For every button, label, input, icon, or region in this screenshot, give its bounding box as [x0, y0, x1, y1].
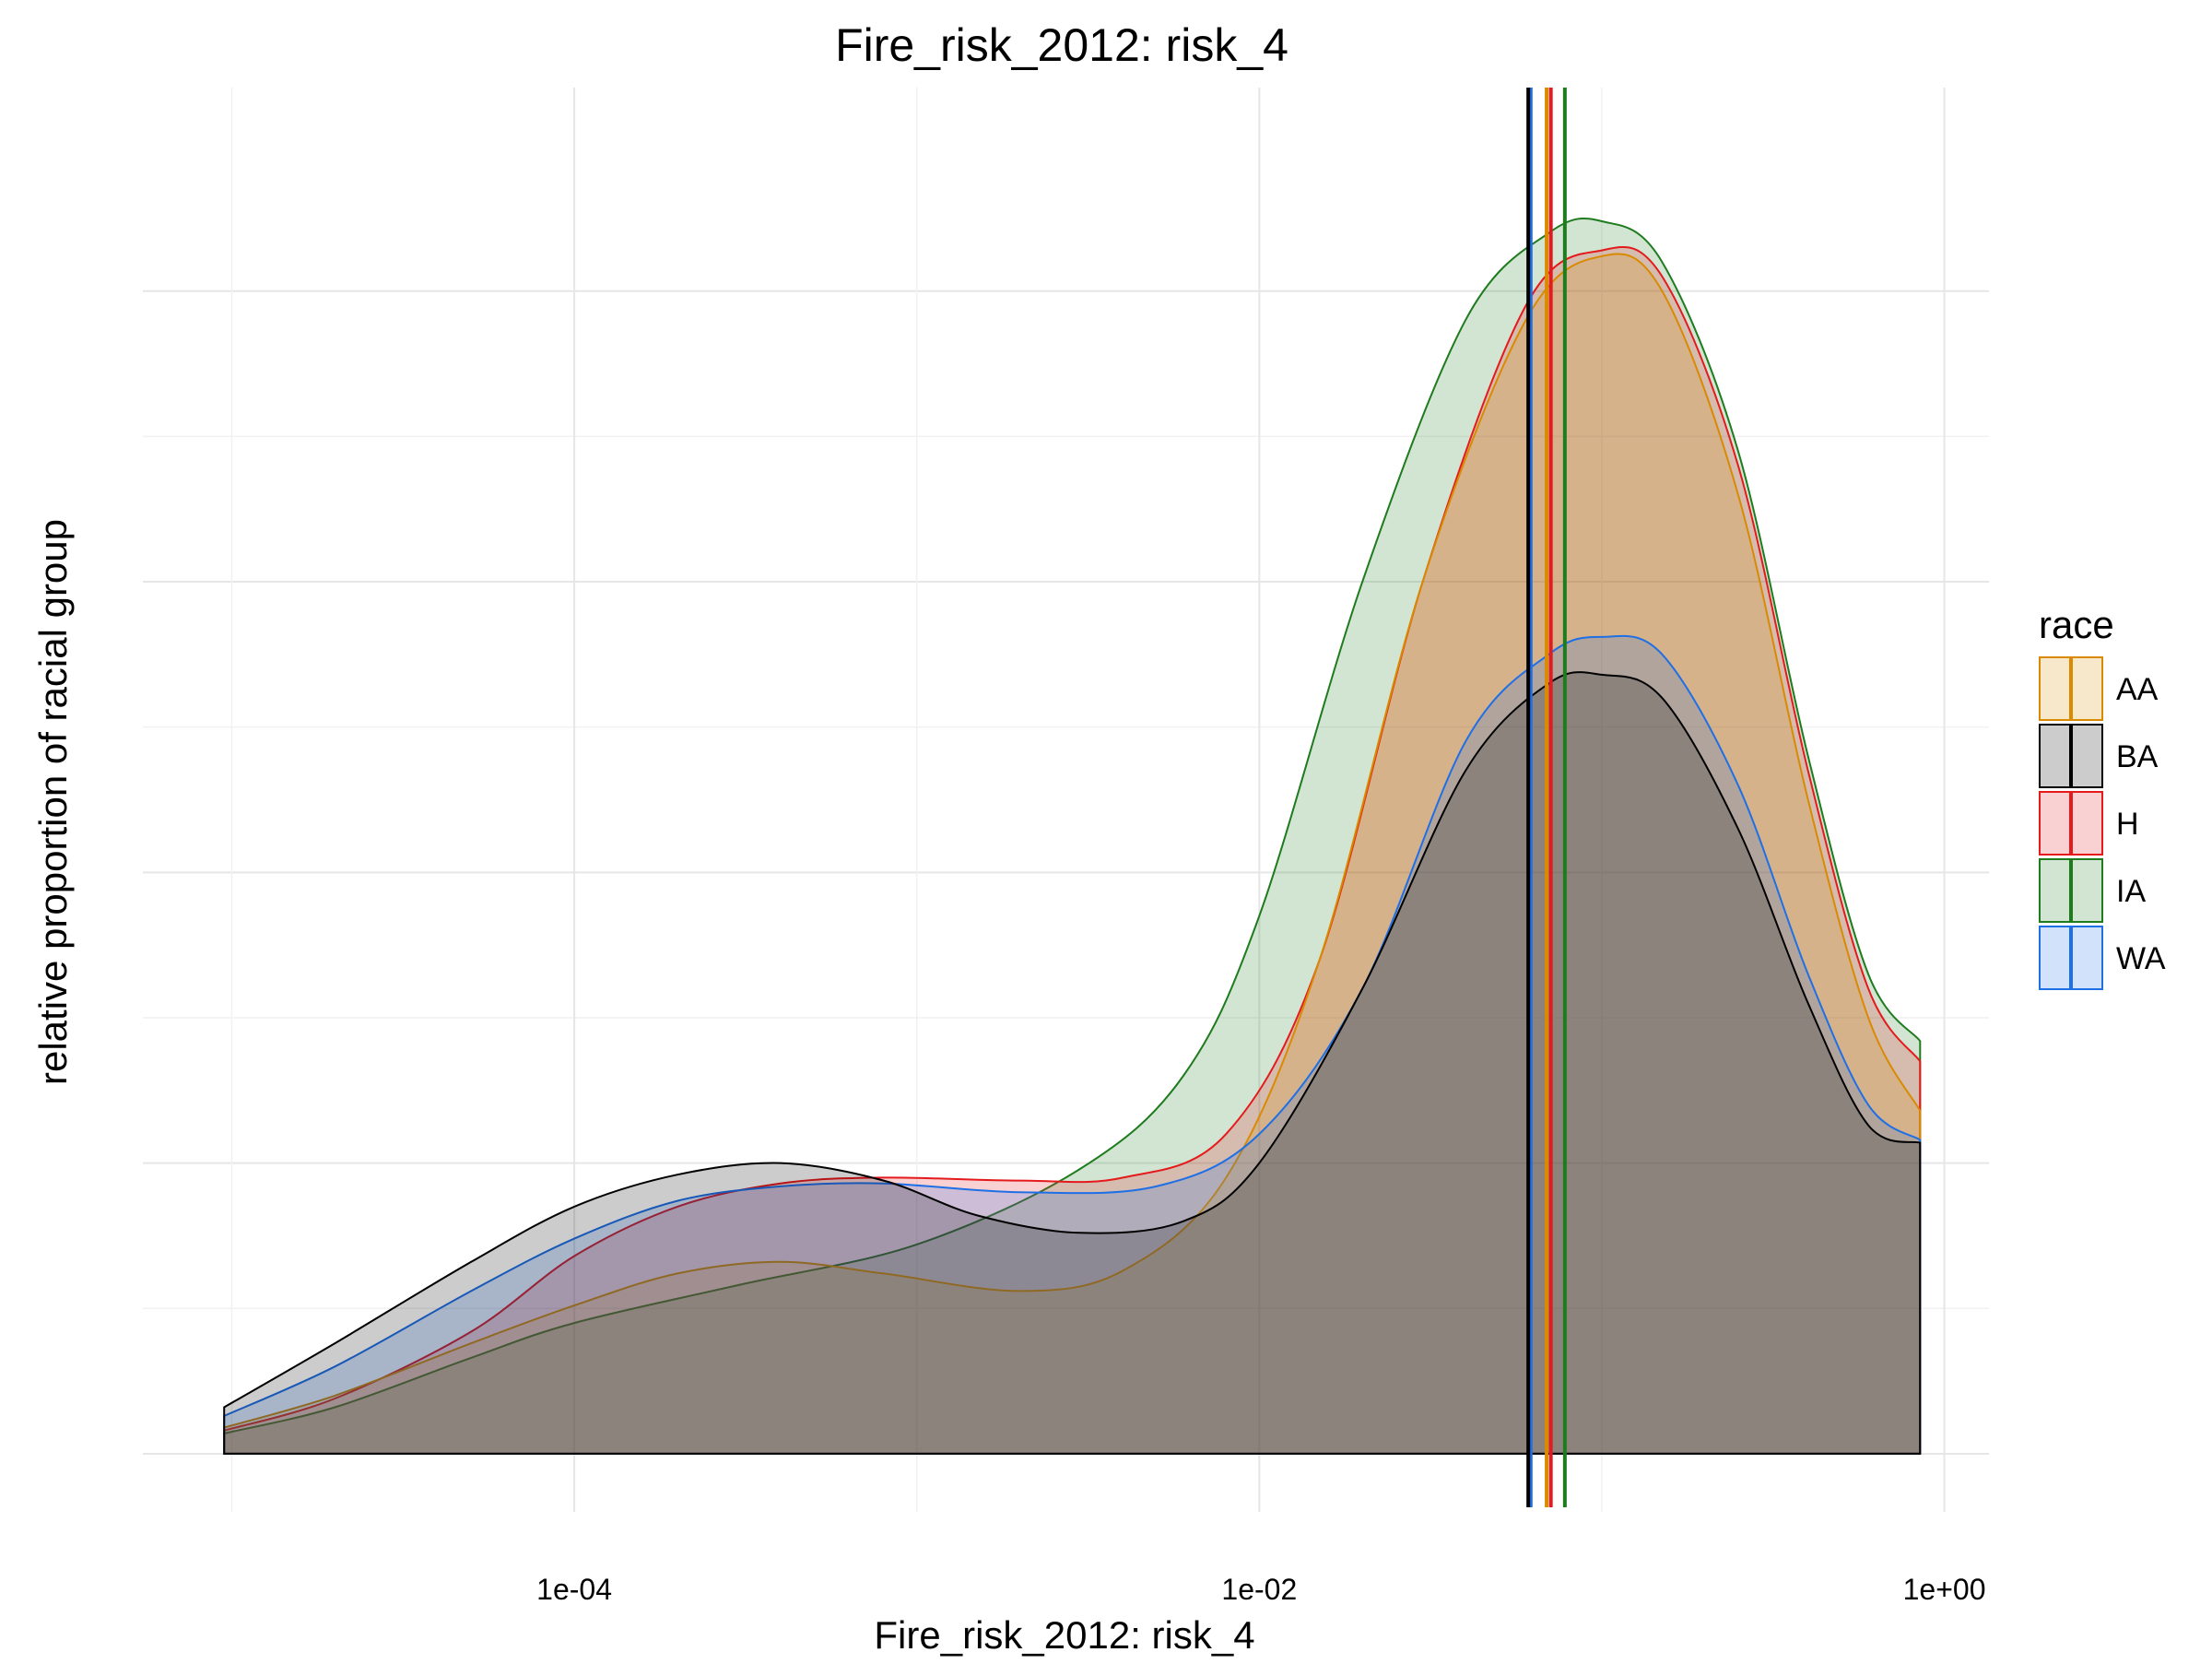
density-area-aa: [223, 253, 1922, 1455]
x-axis-label: Fire_risk_2012: risk_4: [874, 1613, 1254, 1657]
density-areas: [223, 218, 1922, 1455]
mean-lines: [1526, 88, 1567, 1507]
x-tick-label: 1e-04: [536, 1573, 612, 1606]
legend-item-ba: BA: [2039, 724, 2159, 788]
grid-layer: [143, 88, 1989, 1512]
legend-label: AA: [2116, 672, 2159, 707]
legend-label: BA: [2116, 739, 2159, 774]
y-axis-label: relative proportion of racial group: [31, 519, 75, 1085]
legend-item-ia: IA: [2039, 858, 2146, 923]
legend-item-wa: WA: [2039, 926, 2166, 990]
legend-label: H: [2116, 807, 2139, 842]
x-tick-label: 1e-02: [1221, 1573, 1297, 1606]
density-area-wa: [223, 634, 1922, 1455]
legend-item-h: H: [2039, 791, 2139, 856]
legend-items: AA BA H IA WA: [2039, 656, 2166, 990]
density-area-ia: [223, 218, 1922, 1455]
chart-title: Fire_risk_2012: risk_4: [835, 19, 1288, 71]
legend-label: IA: [2116, 874, 2146, 909]
legend-title: race: [2039, 603, 2114, 646]
legend-item-aa: AA: [2039, 656, 2159, 721]
legend-label: WA: [2116, 941, 2166, 976]
x-tick-label: 1e+00: [1903, 1573, 1986, 1606]
x-tick-labels: 1e-04 1e-02 1e+00: [536, 1573, 1985, 1606]
density-area-ba: [223, 671, 1922, 1455]
legend: race AA BA H IA WA: [2039, 603, 2166, 990]
